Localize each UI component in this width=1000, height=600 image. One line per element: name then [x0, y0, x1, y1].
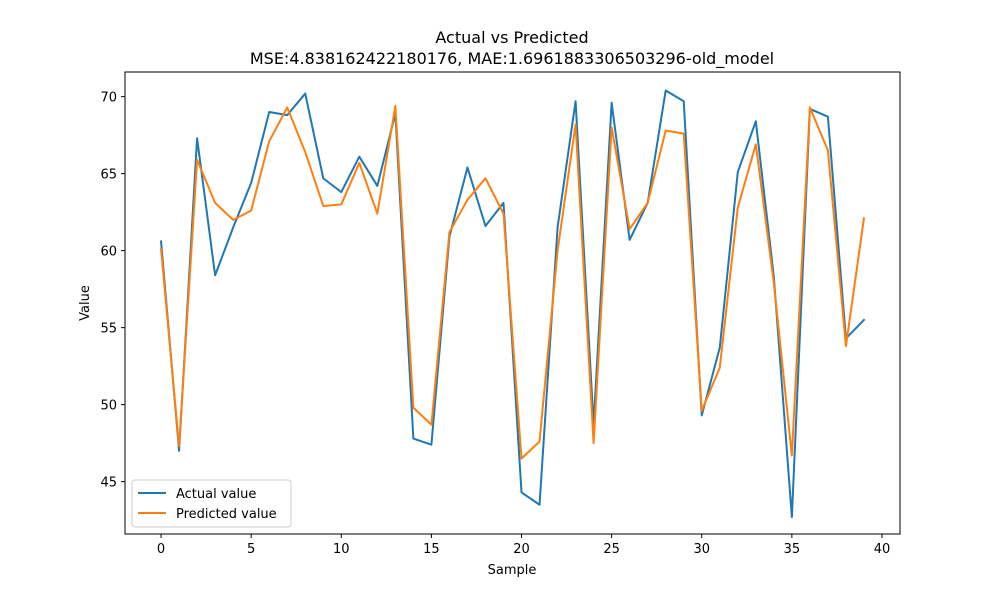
y-tick-label: 60 [100, 245, 117, 260]
legend-label-predicted: Predicted value [176, 507, 277, 522]
series-line-predicted [159, 104, 866, 460]
plot-lines [159, 89, 866, 519]
x-tick-label: 30 [693, 542, 710, 557]
x-tick-label: 35 [784, 542, 801, 557]
y-tick-label: 70 [100, 91, 117, 106]
x-axis-ticks: 0 5 10 15 20 25 30 35 40 [157, 534, 890, 557]
x-tick-label: 20 [513, 542, 530, 557]
x-axis-label: Sample [488, 563, 537, 578]
chart-title: Actual vs Predicted [435, 28, 588, 47]
y-tick-label: 45 [100, 476, 117, 491]
x-tick-label: 25 [603, 542, 620, 557]
legend: Actual value Predicted value [131, 479, 292, 528]
y-tick-label: 50 [100, 399, 117, 414]
x-tick-label: 5 [247, 542, 255, 557]
y-axis-ticks: 45 50 55 60 65 70 [100, 91, 125, 491]
chart-subtitle: MSE:4.838162422180176, MAE:1.69618833065… [250, 49, 774, 69]
x-tick-label: 0 [157, 542, 165, 557]
legend-frame [131, 479, 292, 528]
x-tick-label: 10 [333, 542, 350, 557]
y-tick-label: 55 [100, 322, 117, 337]
plot-frame [124, 71, 901, 535]
y-axis-label: Value [78, 285, 93, 321]
x-tick-label: 40 [874, 542, 891, 557]
x-tick-label: 15 [423, 542, 440, 557]
legend-label-actual: Actual value [176, 487, 256, 502]
y-tick-label: 65 [100, 168, 117, 183]
